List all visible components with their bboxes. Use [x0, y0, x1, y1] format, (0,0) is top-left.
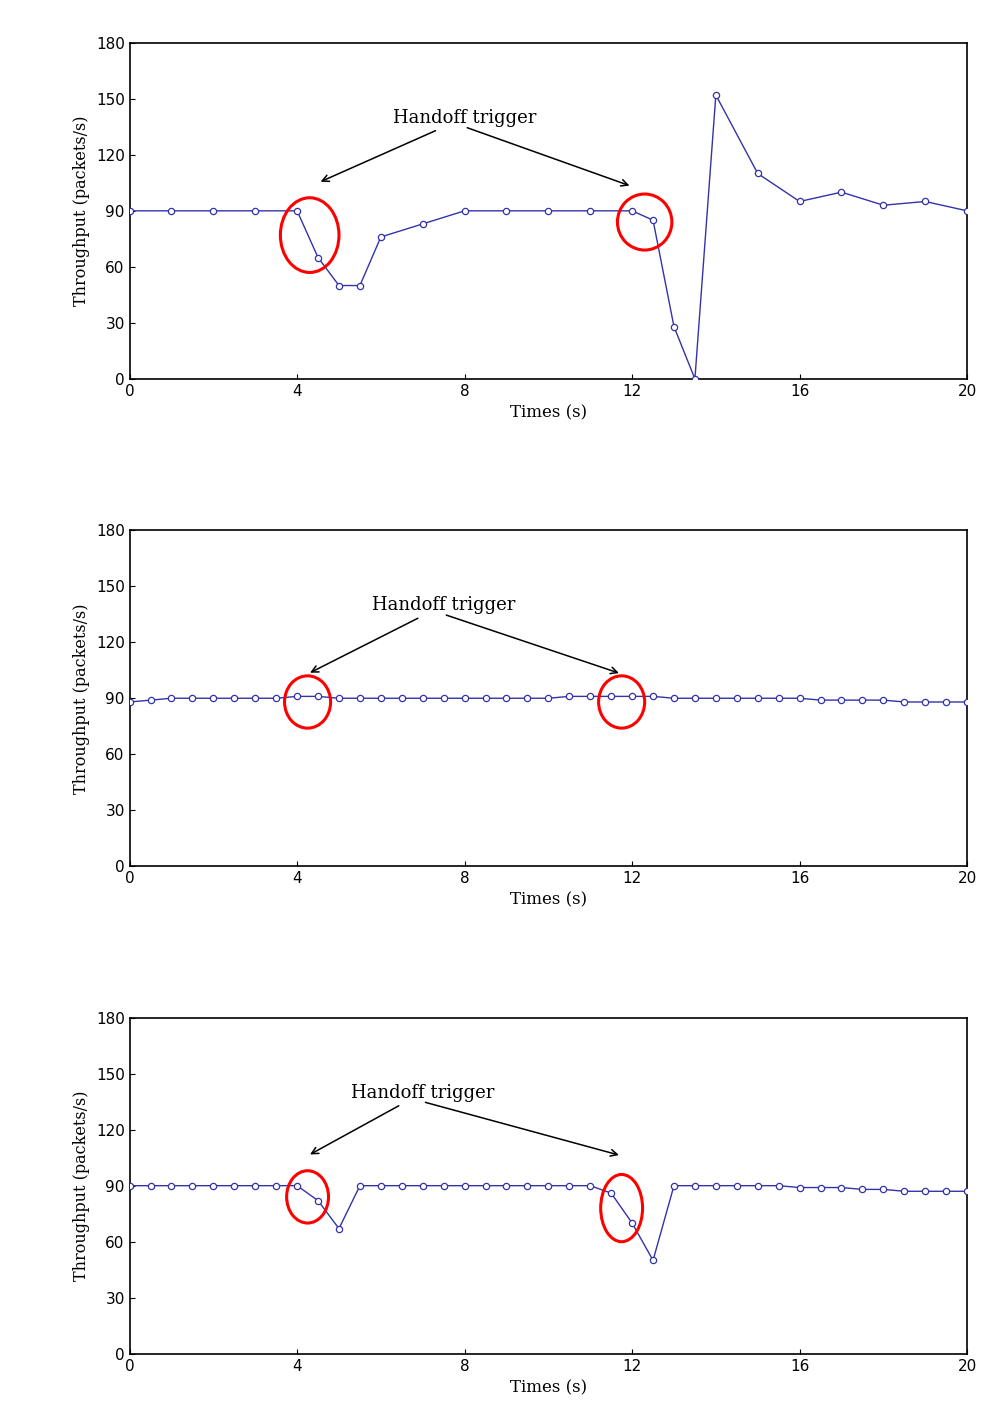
Y-axis label: Throughput (packets/s): Throughput (packets/s) [74, 115, 91, 306]
Text: Handoff trigger: Handoff trigger [322, 108, 536, 181]
Text: Handoff trigger: Handoff trigger [312, 596, 515, 673]
X-axis label: Times (s): Times (s) [509, 405, 587, 422]
X-axis label: Times (s): Times (s) [509, 892, 587, 909]
Y-axis label: Throughput (packets/s): Throughput (packets/s) [74, 603, 91, 794]
Y-axis label: Throughput (packets/s): Throughput (packets/s) [74, 1090, 91, 1281]
Text: Handoff trigger: Handoff trigger [311, 1083, 495, 1154]
X-axis label: Times (s): Times (s) [509, 1379, 587, 1396]
